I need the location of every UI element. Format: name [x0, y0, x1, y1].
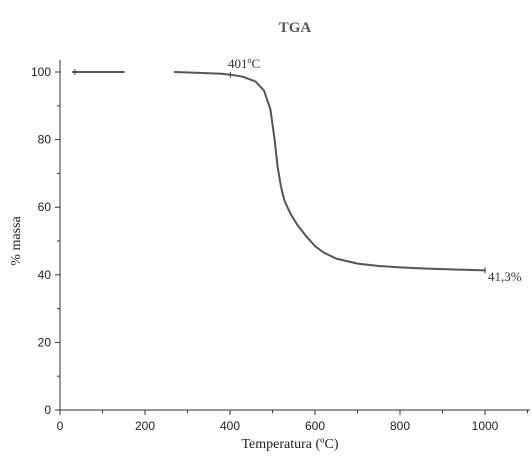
tga-curve-segment-2	[173, 71, 486, 272]
x-tick-label: 200	[135, 419, 155, 433]
y-tick-label: 60	[38, 200, 52, 214]
residue-annotation: 41,3%	[488, 269, 522, 284]
chart-title: TGA	[279, 20, 312, 36]
y-axis-label: % massa	[9, 216, 24, 266]
y-tick-label: 80	[38, 133, 52, 147]
y-tick-label: 100	[31, 65, 51, 79]
y-tick-label: 40	[38, 268, 52, 282]
x-tick-label: 800	[390, 419, 410, 433]
x-tick-label: 1000	[472, 419, 499, 433]
x-tick-label: 0	[57, 419, 64, 433]
plot-area: 0 200 400 600 800 1000 0 20 40 60 80 100	[31, 60, 530, 433]
x-tick-label: 400	[220, 419, 240, 433]
x-tick-label: 600	[305, 419, 325, 433]
x-axis-label: Temperatura (ºC)	[241, 437, 338, 452]
onset-annotation: 401ºC	[228, 56, 260, 71]
y-tick-label: 20	[38, 335, 52, 349]
y-tick-label: 0	[44, 403, 51, 417]
